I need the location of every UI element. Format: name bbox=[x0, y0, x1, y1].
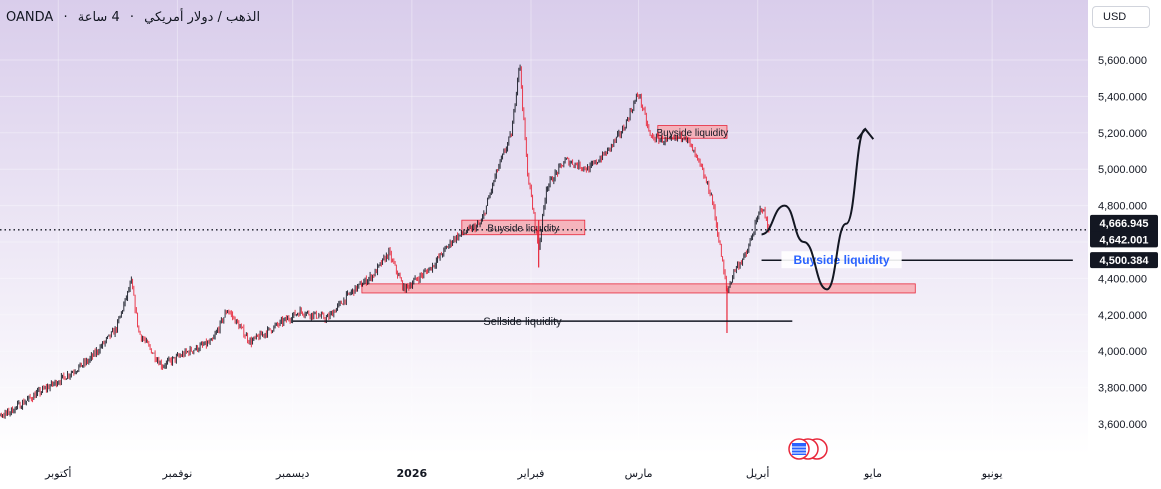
x-tick-label: مارس bbox=[625, 467, 653, 480]
zone-label: Buyside liquidity bbox=[487, 223, 559, 234]
symbol-name: الذهب / دولار أمريكي bbox=[144, 10, 261, 25]
projection-arrowhead bbox=[856, 127, 875, 140]
symbol-title[interactable]: OANDA · الذهب / دولار أمريكي · 4 ساعة bbox=[6, 10, 266, 25]
y-tick-label: 5,600.000 bbox=[1098, 55, 1147, 67]
price-label-text: 4,500.384 bbox=[1100, 255, 1150, 267]
y-tick-label: 4,200.000 bbox=[1098, 310, 1147, 322]
y-tick-label: 4,400.000 bbox=[1098, 273, 1147, 285]
events-icon[interactable] bbox=[788, 438, 828, 460]
x-tick-label: أبريل bbox=[746, 466, 770, 480]
liquidity-label-bg bbox=[781, 251, 902, 269]
liquidity-label: Buyside liquidity bbox=[794, 253, 890, 267]
zone-label: Buyside liquidity bbox=[657, 128, 729, 139]
liquidity-zones: Buyside liquidity Buyside liquidity bbox=[361, 125, 916, 294]
price-label-text: 4,666.945 bbox=[1100, 218, 1149, 230]
title-separator: · bbox=[63, 10, 68, 25]
grid-lines bbox=[0, 0, 1088, 455]
y-tick-label: 5,200.000 bbox=[1098, 128, 1147, 140]
y-tick-label: 4,800.000 bbox=[1098, 201, 1147, 213]
y-tick-label: 5,400.000 bbox=[1098, 91, 1147, 103]
x-tick-label: فبراير bbox=[517, 467, 545, 480]
price-label-box bbox=[1090, 252, 1158, 269]
flag-icon bbox=[792, 443, 806, 455]
y-tick-label: 4,000.000 bbox=[1098, 346, 1147, 358]
liquidity-label: Sellside liquidity bbox=[483, 316, 562, 328]
broker-label: OANDA bbox=[6, 10, 54, 25]
y-tick-label: 3,800.000 bbox=[1098, 383, 1147, 395]
currency-button[interactable]: USD bbox=[1092, 6, 1150, 28]
x-tick-label: يونيو bbox=[981, 467, 1003, 480]
y-tick-label: 5,000.000 bbox=[1098, 164, 1147, 176]
interval-label: 4 ساعة bbox=[77, 10, 120, 25]
y-axis[interactable]: 3,600.000 3,800.000 4,000.000 4,200.000 4,40… bbox=[1098, 55, 1147, 431]
x-tick-label: مايو bbox=[863, 467, 882, 480]
x-tick-label: ديسمبر bbox=[275, 467, 310, 480]
liquidity-zone bbox=[361, 283, 916, 294]
projection-path bbox=[761, 127, 875, 291]
currency-label: USD bbox=[1103, 11, 1127, 23]
y-tick-label: 3,600.000 bbox=[1098, 419, 1147, 431]
candles bbox=[0, 64, 770, 419]
x-tick-label: 2026 bbox=[397, 467, 428, 480]
price-label-text: 4,642.001 bbox=[1100, 234, 1149, 246]
x-tick-label: نوفمبر bbox=[162, 467, 193, 480]
liquidity-zone bbox=[461, 219, 586, 236]
x-tick-label: أكتوبر bbox=[44, 466, 71, 480]
x-axis[interactable]: أكتوبر نوفمبر ديسمبر 2026 فبراير مارس أبريل ماي… bbox=[44, 466, 1002, 480]
title-separator-2: · bbox=[129, 10, 134, 25]
projection-curve bbox=[761, 128, 867, 291]
price-label-box bbox=[1090, 231, 1158, 248]
